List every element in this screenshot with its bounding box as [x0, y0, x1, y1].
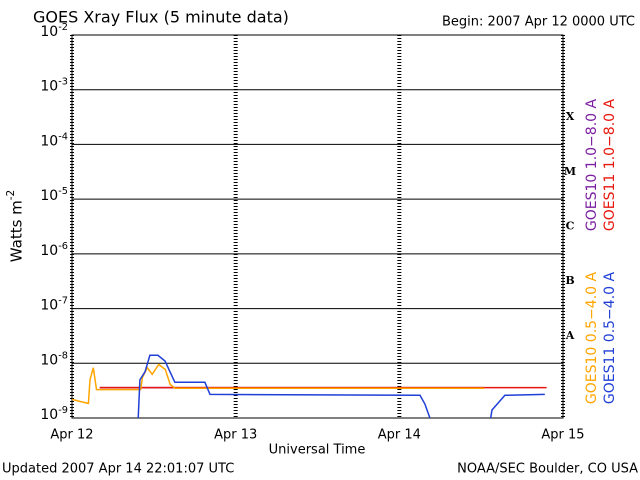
series-line: [72, 363, 485, 405]
y-tick-label: 10-4: [40, 131, 68, 150]
legend-entry: GOES10 1.0−8.0 A: [584, 99, 600, 232]
y-tick-label: 10-7: [40, 295, 68, 314]
x-axis-label: Universal Time: [269, 443, 366, 458]
x-tick-label: Apr 12: [50, 428, 93, 443]
flare-class-label: M: [564, 165, 576, 178]
flare-class-label: A: [565, 329, 575, 342]
x-tick-label: Apr 13: [214, 428, 257, 443]
y-tick-label: 10-5: [40, 186, 68, 205]
flare-class-label: X: [566, 110, 575, 123]
series-group: [72, 354, 547, 418]
flare-class-label: B: [565, 274, 574, 287]
y-tick-label: 10-9: [40, 405, 68, 424]
chart-title: GOES Xray Flux (5 minute data): [33, 8, 289, 27]
x-tick-label: Apr 15: [541, 428, 584, 443]
y-tick-label: 10-8: [40, 350, 68, 369]
footer-right: NOAA/SEC Boulder, CO USA: [457, 462, 638, 477]
footer-left: Updated 2007 Apr 14 22:01:07 UTC: [2, 462, 234, 477]
legend-entry: GOES11 0.5−4.0 A: [602, 272, 618, 405]
legend-entry: GOES10 0.5−4.0 A: [584, 272, 600, 405]
x-tick-label: Apr 14: [378, 428, 421, 443]
legend-entry: GOES11 1.0−8.0 A: [602, 99, 618, 232]
y-tick-label: 10-6: [40, 240, 68, 259]
y-tick-label: 10-3: [40, 76, 68, 95]
plot-frame: [71, 34, 564, 419]
subtitle: Begin: 2007 Apr 12 0000 UTC: [442, 15, 635, 30]
y-axis-label: Watts m-2: [5, 190, 26, 263]
series-line: [137, 354, 545, 418]
y-tick-label: 10-2: [40, 22, 68, 41]
flare-class-label: C: [566, 220, 575, 233]
